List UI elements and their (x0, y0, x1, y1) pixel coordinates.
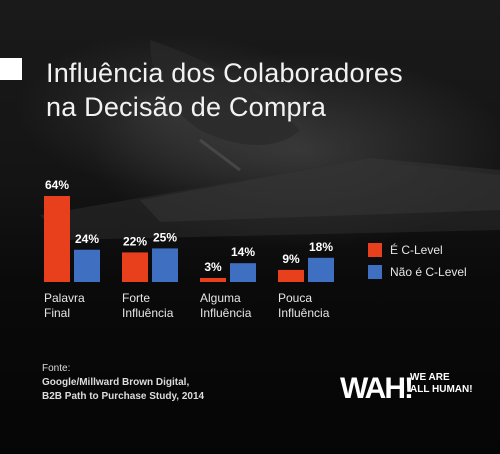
category-label-0-1: Final (44, 306, 70, 320)
legend-swatch-nao-c-level (368, 265, 382, 279)
bar-c-level-1 (122, 252, 148, 282)
bar-nao-c-level-2 (230, 263, 256, 282)
legend-item-nao-c-level: Não é C-Level (368, 265, 467, 279)
document-signing-photo (40, 40, 500, 240)
category-label-1-1: Influência (122, 306, 174, 320)
data-label-nao-c-level-2: 14% (231, 245, 255, 259)
source-note: Fonte: Google/Millward Brown Digital, B2… (42, 362, 204, 404)
data-label-c-level-0: 64% (45, 178, 69, 192)
data-label-c-level-2: 3% (204, 260, 222, 274)
data-label-c-level-3: 9% (282, 252, 300, 266)
bar-nao-c-level-3 (308, 257, 334, 282)
title-line-2: na Decisão de Compra (46, 92, 327, 122)
bar-c-level-3 (278, 269, 304, 282)
legend-item-c-level: É C-Level (368, 243, 443, 257)
legend-label-nao-c-level: Não é C-Level (390, 265, 467, 279)
bar-c-level-0 (44, 196, 70, 282)
logo-line-1: WE ARE (410, 372, 450, 383)
legend-swatch-c-level (368, 243, 382, 257)
logo-line-2: ALL HUMAN! (410, 384, 473, 395)
title-marker (0, 58, 22, 80)
logo-mark: WAH! (340, 372, 412, 404)
bar-c-level-2 (200, 277, 226, 282)
logo-tagline: WE ARE ALL HUMAN! (410, 372, 473, 396)
category-label-1-0: Forte (122, 291, 150, 305)
title-line-1: Influência dos Colaboradores (46, 58, 403, 88)
bar-nao-c-level-0 (74, 249, 100, 282)
category-label-3-1: Influência (278, 306, 330, 320)
wah-logo: WAH! (340, 372, 414, 404)
category-label-0-0: Palavra (44, 291, 85, 305)
category-label-2-0: Alguma (200, 291, 241, 305)
category-label-3-0: Pouca (278, 291, 312, 305)
data-label-nao-c-level-3: 18% (309, 240, 333, 254)
data-label-nao-c-level-1: 25% (153, 230, 177, 244)
legend-label-c-level: É C-Level (390, 243, 443, 257)
source-line-2: B2B Path to Purchase Study, 2014 (42, 391, 205, 402)
chart-title: Influência dos Colaboradores na Decisão … (46, 56, 466, 124)
source-line-1: Google/Millward Brown Digital, (42, 377, 190, 388)
data-label-nao-c-level-0: 24% (75, 232, 99, 246)
source-label: Fonte: (42, 363, 71, 374)
category-label-2-1: Influência (200, 306, 252, 320)
data-label-c-level-1: 22% (123, 234, 147, 248)
bar-nao-c-level-1 (152, 248, 178, 282)
